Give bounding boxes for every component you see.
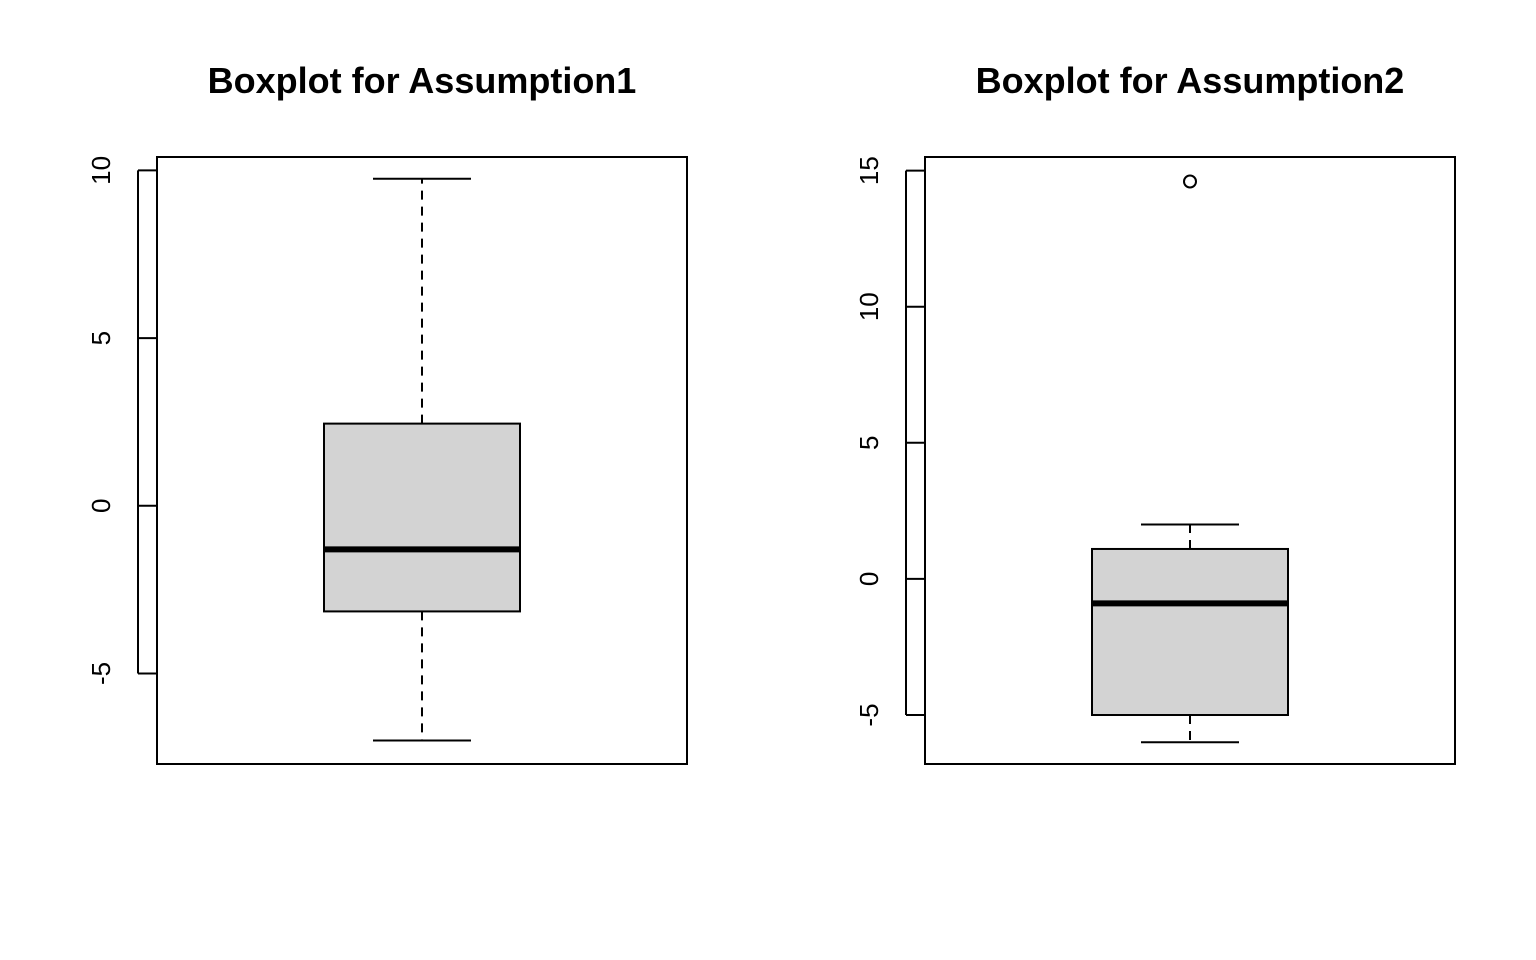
chart-title: Boxplot for Assumption2 bbox=[976, 60, 1405, 101]
y-tick-label: 0 bbox=[854, 572, 884, 586]
y-tick-label: 5 bbox=[86, 331, 116, 345]
chart-title: Boxplot for Assumption1 bbox=[208, 60, 637, 101]
box-marks bbox=[323, 177, 521, 742]
y-axis: -5 0 5 10 bbox=[86, 156, 157, 685]
box-marks bbox=[1091, 174, 1289, 744]
y-tick-label: 10 bbox=[854, 292, 884, 321]
plot-frame bbox=[924, 156, 1456, 765]
boxplot-panel-assumption2: Boxplot for Assumption2 -5 0 5 10 15 bbox=[854, 60, 1456, 765]
plot-frame bbox=[156, 156, 688, 765]
y-tick-label: 5 bbox=[854, 436, 884, 450]
y-tick-label: -5 bbox=[854, 703, 884, 726]
y-tick-label: 0 bbox=[86, 499, 116, 513]
y-axis: -5 0 5 10 15 bbox=[854, 156, 925, 727]
iqr-box bbox=[323, 422, 521, 613]
outlier-point bbox=[1183, 174, 1197, 189]
iqr-box bbox=[1091, 547, 1289, 717]
y-tick-label: 15 bbox=[854, 156, 884, 185]
boxplot-panel-assumption1: Boxplot for Assumption1 -5 0 5 10 bbox=[86, 60, 688, 765]
y-tick-label: 10 bbox=[86, 156, 116, 185]
y-tick-label: -5 bbox=[86, 662, 116, 685]
